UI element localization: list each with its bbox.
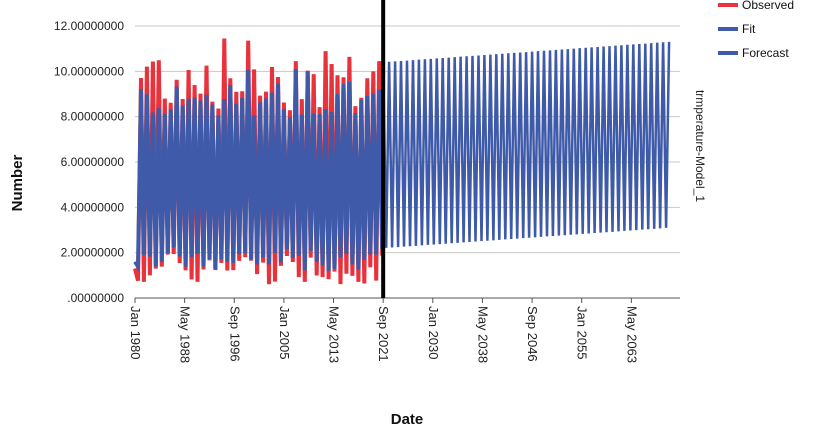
x-tick-label: Jan 1980 bbox=[128, 306, 143, 360]
legend: Observed Fit Forecast bbox=[718, 0, 794, 60]
x-tick-label: Sep 2021 bbox=[376, 306, 391, 362]
legend-label-forecast: Forecast bbox=[742, 46, 789, 60]
y-tick-label: 10.00000000 bbox=[54, 64, 124, 78]
y-tick-label: 12.00000000 bbox=[54, 19, 124, 33]
x-tick-label: Sep 1996 bbox=[227, 306, 242, 362]
y-tick-label: .00000000 bbox=[67, 291, 124, 305]
y-axis-title: Number bbox=[9, 155, 26, 212]
legend-item-fit: Fit bbox=[718, 22, 756, 36]
x-tick-label: May 2038 bbox=[475, 306, 490, 363]
x-tick-label: May 1988 bbox=[178, 306, 193, 363]
fit-line bbox=[133, 69, 385, 274]
y-axis-ticks: .00000000 2.00000000 4.00000000 6.00000000 8… bbox=[54, 19, 124, 305]
x-tick-label: Jan 2030 bbox=[426, 306, 441, 360]
x-tick-label: Sep 2046 bbox=[525, 306, 540, 362]
y-tick-label: 6.00000000 bbox=[61, 155, 125, 169]
x-tick-label: May 2063 bbox=[624, 306, 639, 363]
x-tick-label: May 2013 bbox=[327, 306, 342, 363]
legend-label-fit: Fit bbox=[742, 22, 756, 36]
forecast-series bbox=[381, 41, 671, 248]
x-axis-ticks: Jan 1980 May 1988 Sep 1996 Jan 2005 May 2013… bbox=[128, 298, 639, 363]
panel-label: trmperature-Model_1 bbox=[693, 90, 707, 202]
y-tick-label: 4.00000000 bbox=[61, 200, 125, 214]
forecast-line bbox=[381, 41, 671, 248]
legend-label-observed: Observed bbox=[742, 0, 794, 12]
legend-item-forecast: Forecast bbox=[718, 46, 789, 60]
x-tick-label: Jan 2055 bbox=[575, 306, 590, 360]
y-tick-label: 8.00000000 bbox=[61, 110, 125, 124]
fit-series bbox=[133, 69, 385, 274]
x-tick-label: Jan 2005 bbox=[277, 306, 292, 360]
legend-item-observed: Observed bbox=[718, 0, 794, 12]
plot-area bbox=[133, 38, 671, 285]
x-axis-title: Date bbox=[391, 411, 424, 428]
y-tick-label: 2.00000000 bbox=[61, 246, 125, 260]
